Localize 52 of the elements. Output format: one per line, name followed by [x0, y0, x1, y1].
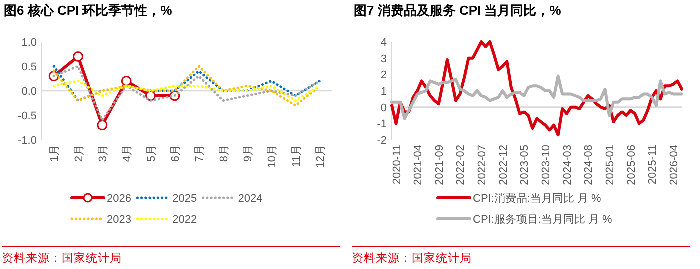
chart-title: 图6 核心 CPI 环比季节性，% — [4, 3, 173, 18]
x-tick-label: 2022-02 — [455, 145, 468, 186]
x-tick-label: 2021-09 — [434, 145, 446, 186]
x-tick-label: 6月 — [170, 145, 182, 162]
x-tick-label: 5月 — [146, 145, 158, 162]
x-tick-label: 2023-05 — [519, 145, 532, 186]
x-tick-label: 3月 — [97, 145, 110, 162]
x-tick-label: 2025-11 — [647, 145, 660, 185]
x-tick-label: 10月 — [266, 145, 279, 168]
y-tick-label: -0.5 — [18, 110, 37, 122]
y-tick-label: 2 — [380, 70, 387, 82]
x-tick-label: 12月 — [314, 145, 327, 168]
legend-label: CPI:服务项目:当月同比 月 % — [473, 213, 613, 226]
legend-label: 2022 — [172, 214, 198, 226]
y-tick-label: -1 — [377, 118, 387, 131]
x-tick-label: 2026-04 — [668, 145, 680, 186]
y-tick-label: 0 — [380, 102, 387, 114]
y-tick-label: 1 — [380, 86, 387, 98]
x-tick-label: 2024-08 — [583, 145, 596, 186]
point — [73, 51, 84, 62]
legend-label: 2025 — [172, 193, 198, 205]
point — [121, 76, 132, 86]
legend-label: 2026 — [107, 193, 132, 205]
x-tick-label: 8月 — [218, 145, 230, 162]
y-tick-label: 0.0 — [22, 86, 37, 98]
x-tick-label: 11月 — [290, 145, 303, 168]
point — [97, 120, 108, 131]
x-tick-label: 9月 — [242, 145, 254, 162]
x-tick-label: 2025-06 — [626, 145, 638, 186]
legend-label: 2023 — [107, 214, 132, 226]
legend-label: 2024 — [238, 193, 263, 205]
x-tick-label: 2月 — [73, 145, 86, 162]
y-tick-label: -1.0 — [18, 135, 37, 147]
y-tick-label: -2 — [377, 135, 387, 147]
legend-label: CPI:消费品:当月同比 月 % — [473, 192, 602, 205]
y-tick-label: 3 — [380, 53, 387, 66]
x-tick-label: 2025-01 — [604, 145, 616, 186]
x-tick-label: 7月 — [194, 145, 206, 162]
x-tick-label: 4月 — [122, 145, 134, 162]
x-tick-label: 2024-03 — [562, 145, 574, 186]
text: 资料来源：国家统计局 — [352, 251, 472, 265]
x-tick-label: 2021-04 — [412, 145, 425, 186]
chart-title: 图7 消费品及服务 CPI 当月同比，% — [354, 3, 562, 18]
x-tick-label: 2023-10 — [540, 145, 553, 186]
x-tick-label: 2022-12 — [498, 145, 510, 186]
x-tick-label: 1月 — [49, 145, 62, 162]
y-tick-label: 1.0 — [22, 37, 37, 49]
x-tick-label: 2022-07 — [476, 145, 489, 186]
y-tick-label: 0.5 — [22, 62, 37, 74]
x-tick-label: 2020-11 — [391, 145, 404, 185]
y-tick-label: 4 — [380, 37, 387, 49]
text: 资料来源：国家统计局 — [2, 251, 122, 265]
